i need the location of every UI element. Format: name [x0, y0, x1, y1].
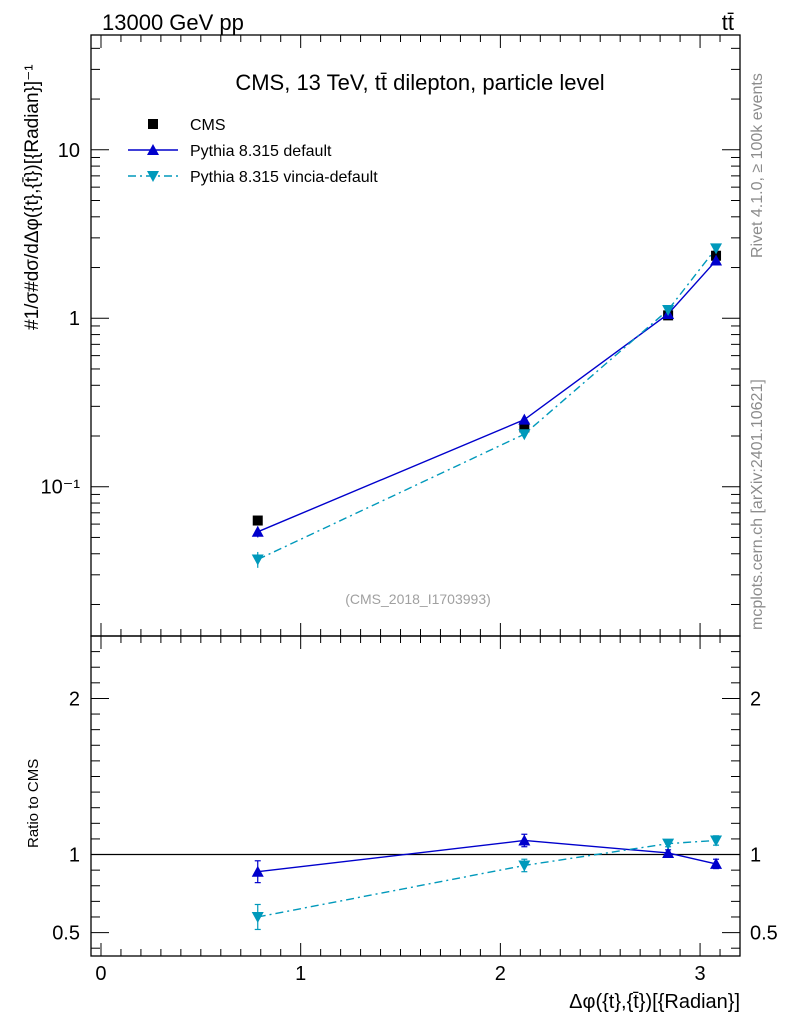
ratio-y-axis-label: Ratio to CMS	[25, 759, 42, 848]
ratio-point	[251, 865, 264, 877]
y-tick-label: 1	[69, 308, 80, 330]
data-point	[519, 422, 530, 433]
x-axis-label: Δφ({t},{t̄})[{Radian}]	[569, 991, 740, 1013]
legend-marker	[147, 144, 159, 155]
ratio-axis-ticks: 0 1 2 3 0.5 0.5 1 1 2 2	[52, 636, 778, 985]
data-point	[710, 243, 723, 255]
ratio-line-2	[257, 839, 717, 918]
mcplots-source-label: mcplots.cern.ch [arXiv:2401.10621]	[749, 379, 766, 630]
ratio-y-tick-label-right: 0.5	[750, 923, 778, 945]
collision-energy-label: 13000 GeV pp	[102, 10, 244, 35]
y-tick-label: 10	[58, 140, 80, 162]
data-point	[251, 554, 264, 566]
data-point	[518, 429, 531, 441]
rivet-version-label: Rivet 4.1.0, ≥ 100k events	[749, 73, 766, 258]
legend-label: Pythia 8.315 default	[190, 143, 332, 160]
data-point	[252, 515, 263, 526]
ratio-y-tick-label-right: 2	[750, 688, 761, 710]
y-tick-label: 10⁻¹	[41, 477, 81, 499]
series-line-2	[257, 247, 717, 561]
main-panel: 10⁻¹ 1 10 CMS, 13 TeV, tt̄ dilepton, parti…	[22, 34, 741, 637]
ratio-line-1	[257, 839, 717, 873]
legend-label: Pythia 8.315 vincia-default	[190, 169, 378, 186]
x-tick-label: 2	[495, 963, 506, 985]
legend-marker	[147, 171, 159, 182]
legend-label: CMS	[190, 117, 226, 134]
ratio-y-tick-label: 1	[69, 845, 80, 867]
x-tick-label: 1	[295, 963, 306, 985]
main-plot-frame	[90, 34, 741, 637]
chart-title: CMS, 13 TeV, tt̄ dilepton, particle leve…	[235, 70, 604, 95]
ratio-y-tick-label: 0.5	[52, 923, 80, 945]
ratio-point	[710, 857, 723, 869]
ratio-y-tick-label: 2	[69, 688, 80, 710]
main-axis-ticks: 10⁻¹ 1 10	[41, 35, 740, 636]
data-point	[251, 525, 264, 537]
data-point	[662, 304, 675, 316]
x-tick-label: 3	[694, 963, 705, 985]
main-y-axis-label: #1/σ#dσ/dΔφ({t},{t̄})[{Radian}]⁻¹	[22, 64, 43, 330]
data-point	[710, 254, 723, 266]
ratio-point	[518, 834, 531, 846]
ratio-panel: 0 1 2 3 0.5 0.5 1 1 2 2 Ratio to CMS	[25, 635, 778, 985]
reference-analysis-label: (CMS_2018_I1703993)	[345, 591, 491, 607]
data-point	[518, 413, 531, 425]
series-line-1	[257, 260, 717, 533]
ratio-point	[251, 911, 264, 923]
ratio-point	[710, 835, 723, 847]
ratio-point	[518, 860, 531, 872]
x-tick-label: 0	[95, 963, 106, 985]
main-series-layer	[251, 243, 723, 568]
ratio-plot-frame	[90, 635, 741, 957]
ratio-point	[662, 846, 675, 858]
ratio-y-tick-label-right: 1	[750, 845, 761, 867]
process-label: tt̄	[722, 10, 734, 35]
ratio-series-layer	[251, 833, 723, 931]
ratio-point	[662, 838, 675, 850]
legend-marker	[148, 119, 158, 129]
legend: CMS Pythia 8.315 default Pythia 8.315 vinc…	[128, 117, 378, 186]
